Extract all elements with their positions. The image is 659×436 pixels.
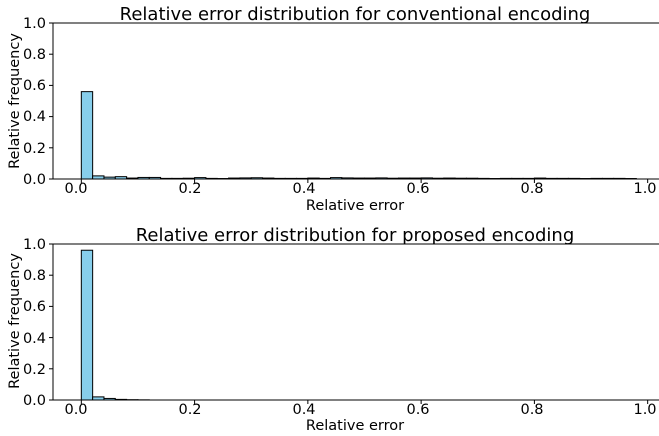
x-tick-label: 0.2 <box>178 402 201 418</box>
chart-title: Relative error distribution for conventi… <box>120 4 591 25</box>
y-axis-label: Relative frequency <box>7 253 23 389</box>
x-tick-label: 1.0 <box>633 181 656 197</box>
y-tick-labels: 0.0 0.2 0.4 0.6 0.8 1.0 <box>23 16 46 188</box>
x-tick-label: 0.4 <box>292 402 315 418</box>
x-tick-label: 1.0 <box>633 402 656 418</box>
bars <box>80 249 150 401</box>
y-tick-label: 0.8 <box>23 268 46 284</box>
y-axis-label: Relative frequency <box>7 33 23 169</box>
x-tick-label: 0.8 <box>520 402 543 418</box>
y-tick-label: 1.0 <box>23 16 46 32</box>
y-tick-labels: 0.0 0.2 0.4 0.6 0.8 1.0 <box>23 237 46 409</box>
bars <box>80 91 637 180</box>
y-tick-label: 0.2 <box>23 141 46 157</box>
histogram-bar <box>80 249 94 401</box>
x-tick-labels: 0.0 0.2 0.4 0.6 0.8 1.0 <box>64 402 656 418</box>
y-tick-label: 0.8 <box>23 47 46 63</box>
x-tick-label: 0.0 <box>64 402 87 418</box>
x-tick-label: 0.4 <box>292 181 315 197</box>
y-tick-label: 0.2 <box>23 362 46 378</box>
axis-ticks <box>49 243 649 404</box>
x-tick-label: 0.8 <box>520 181 543 197</box>
chart-title: Relative error distribution for proposed… <box>136 225 575 246</box>
histogram-bar <box>80 91 94 180</box>
x-tick-label: 0.6 <box>406 402 429 418</box>
axis-ticks <box>49 22 649 183</box>
y-tick-label: 1.0 <box>23 237 46 253</box>
y-tick-label: 0.4 <box>23 331 46 347</box>
x-tick-label: 0.2 <box>178 181 201 197</box>
axis-spines <box>52 243 659 401</box>
x-tick-label: 0.6 <box>406 181 429 197</box>
y-tick-label: 0.6 <box>23 78 46 94</box>
x-tick-label: 0.0 <box>64 181 87 197</box>
x-axis-label: Relative error <box>306 418 404 434</box>
x-tick-labels: 0.0 0.2 0.4 0.6 0.8 1.0 <box>64 181 656 197</box>
y-tick-label: 0.6 <box>23 299 46 315</box>
conventional-encoding-chart: Relative error distribution for conventi… <box>7 4 659 214</box>
y-tick-label: 0.0 <box>23 393 46 409</box>
proposed-encoding-chart: Relative error distribution for proposed… <box>7 225 659 434</box>
axis-spines <box>52 22 659 180</box>
x-axis-label: Relative error <box>306 198 404 214</box>
y-tick-label: 0.0 <box>23 172 46 188</box>
y-tick-label: 0.4 <box>23 109 46 125</box>
